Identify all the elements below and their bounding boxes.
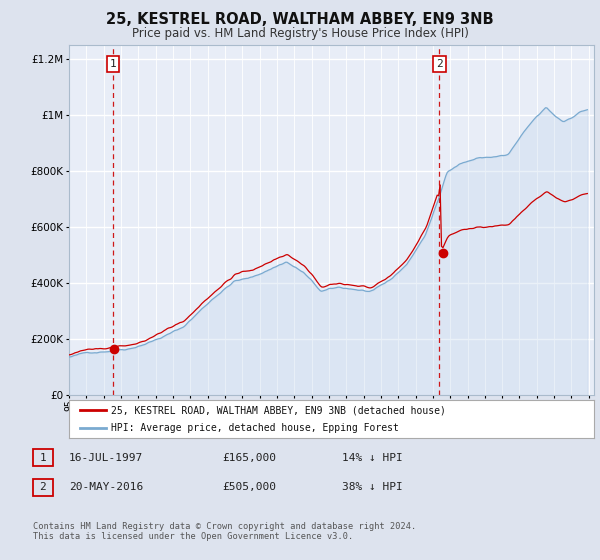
Text: 25, KESTREL ROAD, WALTHAM ABBEY, EN9 3NB: 25, KESTREL ROAD, WALTHAM ABBEY, EN9 3NB (106, 12, 494, 27)
Text: 2: 2 (40, 482, 46, 492)
Text: 1: 1 (40, 452, 46, 463)
Text: £165,000: £165,000 (222, 452, 276, 463)
Text: 20-MAY-2016: 20-MAY-2016 (69, 482, 143, 492)
Text: 25, KESTREL ROAD, WALTHAM ABBEY, EN9 3NB (detached house): 25, KESTREL ROAD, WALTHAM ABBEY, EN9 3NB… (111, 405, 446, 415)
Text: 14% ↓ HPI: 14% ↓ HPI (342, 452, 403, 463)
Text: 38% ↓ HPI: 38% ↓ HPI (342, 482, 403, 492)
Text: 16-JUL-1997: 16-JUL-1997 (69, 452, 143, 463)
Text: Price paid vs. HM Land Registry's House Price Index (HPI): Price paid vs. HM Land Registry's House … (131, 27, 469, 40)
Text: 1: 1 (110, 59, 116, 69)
Text: Contains HM Land Registry data © Crown copyright and database right 2024.
This d: Contains HM Land Registry data © Crown c… (33, 522, 416, 542)
Text: £505,000: £505,000 (222, 482, 276, 492)
Text: 2: 2 (436, 59, 443, 69)
Text: HPI: Average price, detached house, Epping Forest: HPI: Average price, detached house, Eppi… (111, 423, 399, 433)
